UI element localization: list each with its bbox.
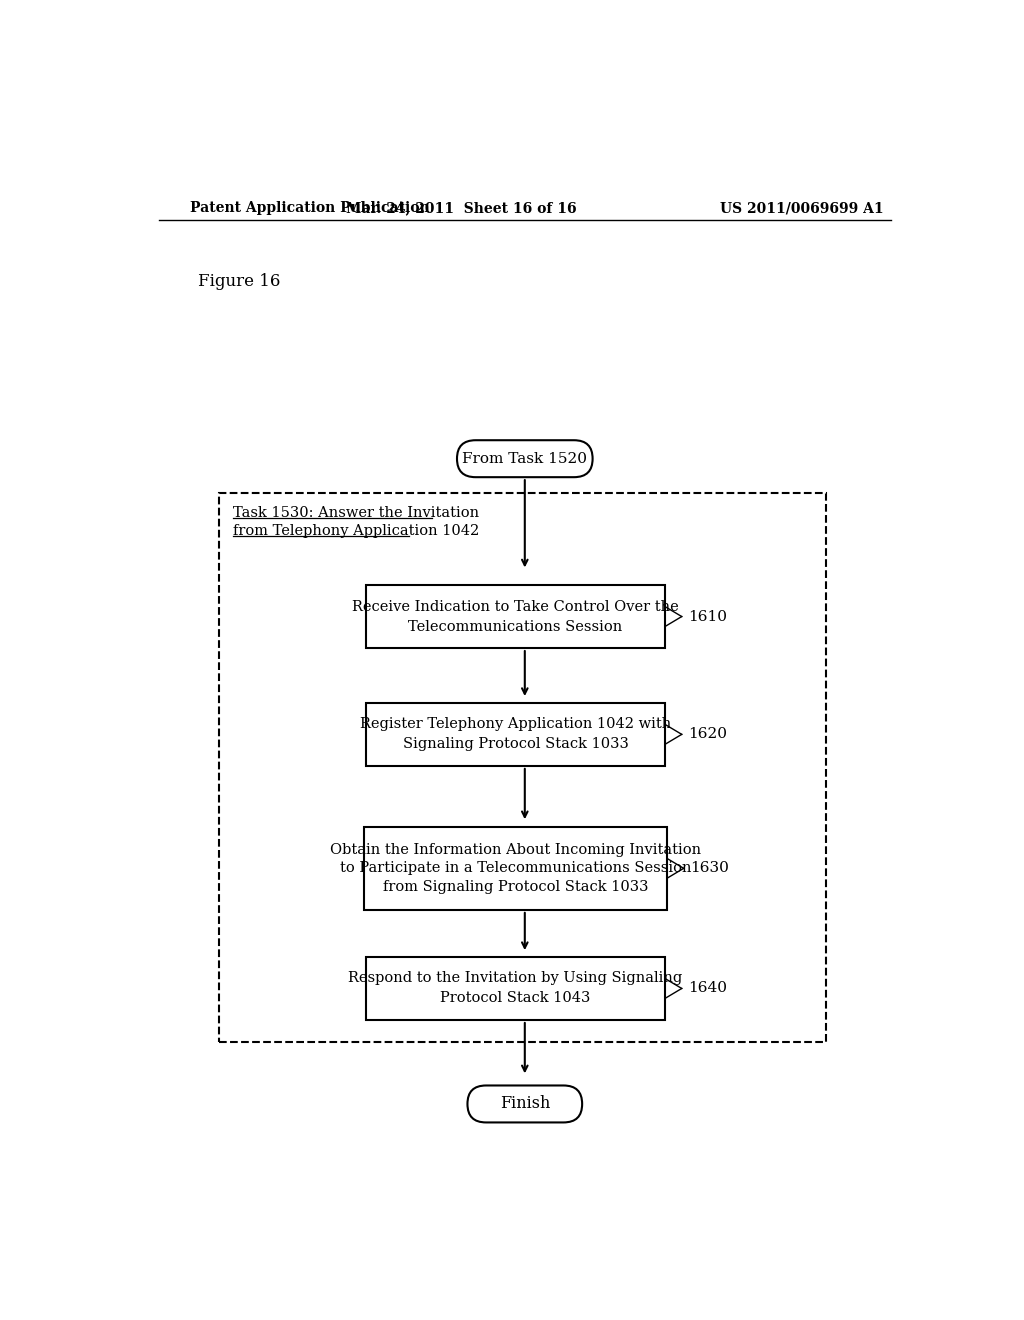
FancyBboxPatch shape [367,585,665,648]
FancyBboxPatch shape [457,441,593,478]
Text: 1640: 1640 [688,982,727,995]
Text: Task 1530: Answer the Invitation: Task 1530: Answer the Invitation [232,506,479,520]
Text: Respond to the Invitation by Using Signaling: Respond to the Invitation by Using Signa… [348,972,683,986]
Text: From Task 1520: From Task 1520 [462,451,588,466]
Text: Signaling Protocol Stack 1033: Signaling Protocol Stack 1033 [402,738,629,751]
FancyBboxPatch shape [367,702,665,766]
Text: Patent Application Publication: Patent Application Publication [190,202,430,215]
FancyBboxPatch shape [467,1085,583,1122]
Text: from Telephony Application 1042: from Telephony Application 1042 [232,524,479,539]
Text: Figure 16: Figure 16 [198,273,281,290]
Text: from Signaling Protocol Stack 1033: from Signaling Protocol Stack 1033 [383,880,648,894]
Text: US 2011/0069699 A1: US 2011/0069699 A1 [721,202,884,215]
Text: 1630: 1630 [690,862,729,875]
Text: 1610: 1610 [688,610,727,623]
Text: Telecommunications Session: Telecommunications Session [409,619,623,634]
FancyBboxPatch shape [365,826,667,909]
Text: Register Telephony Application 1042 with: Register Telephony Application 1042 with [359,717,671,731]
FancyBboxPatch shape [367,957,665,1020]
Text: Obtain the Information About Incoming Invitation: Obtain the Information About Incoming In… [330,843,701,857]
Text: Mar. 24, 2011  Sheet 16 of 16: Mar. 24, 2011 Sheet 16 of 16 [346,202,577,215]
Text: Protocol Stack 1043: Protocol Stack 1043 [440,991,591,1006]
Text: to Participate in a Telecommunications Session: to Participate in a Telecommunications S… [340,862,691,875]
Text: 1620: 1620 [688,727,727,742]
Text: Finish: Finish [500,1096,550,1113]
Text: Receive Indication to Take Control Over the: Receive Indication to Take Control Over … [352,599,679,614]
